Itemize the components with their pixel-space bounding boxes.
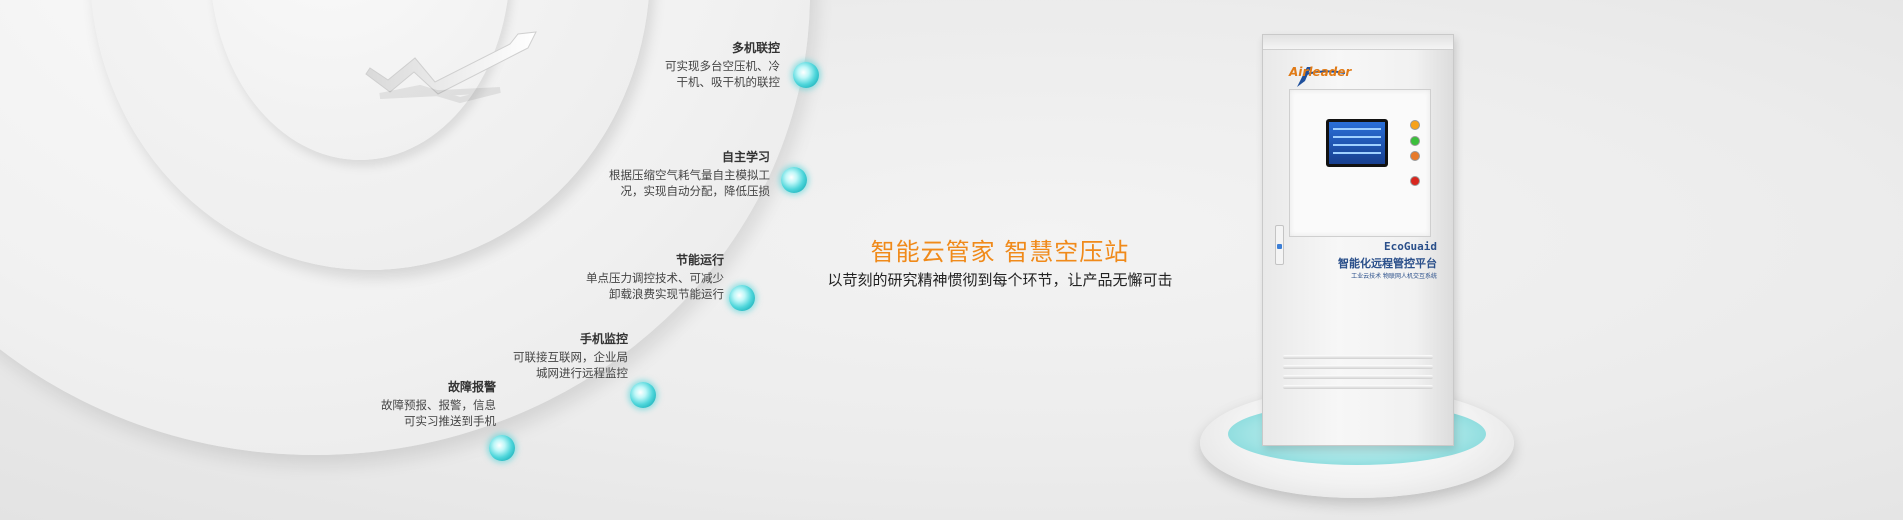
feature-title: 故障报警 [447, 380, 496, 394]
brand-name: Airleader [1289, 65, 1352, 79]
feature-desc-line1: 单点压力调控技术、可减少 [586, 271, 724, 285]
slogan-block: 智能云管家 智慧空压站 以苛刻的研究精神惯彻到每个环节，让产品无懈可击 [820, 232, 1180, 290]
feature-item-mobile-monitor: 手机监控 可联接互联网，企业局 城网进行远程监控 [408, 330, 628, 381]
slogan-headline: 智能云管家 智慧空压站 [870, 238, 1130, 266]
feature-marker-dot [781, 167, 807, 193]
feature-title: 手机监控 [579, 332, 628, 346]
feature-desc-line1: 故障预报、报警，信息 [381, 398, 496, 412]
control-cabinet: Airleader EcoGuaid 智能化远程管控平台 工业云技术 物联网人机… [1262, 34, 1454, 446]
feature-desc-line1: 可实现多台空压机、冷 [665, 59, 780, 73]
vent-slot [1283, 375, 1433, 379]
feature-item-multi-control: 多机联控 可实现多台空压机、冷 干机、吸干机的联控 [560, 39, 780, 90]
feature-item-self-learning: 自主学习 根据压缩空气耗气量自主模拟工 况，实现自动分配，降低压损 [550, 148, 770, 199]
feature-marker-dot [793, 62, 819, 88]
slogan-subline: 以苛刻的研究精神惯彻到每个环节，让产品无懈可击 [827, 271, 1173, 289]
feature-desc-line2: 况，实现自动分配，降低压损 [620, 184, 771, 198]
feature-marker-dot [729, 285, 755, 311]
feature-marker-dot [489, 435, 515, 461]
cabinet-top-cap [1263, 35, 1453, 50]
feature-marker-dot [630, 382, 656, 408]
cabinet-control-panel [1289, 89, 1431, 237]
feature-item-fault-alarm: 故障报警 故障预报、报警，信息 可实习推送到手机 [276, 378, 496, 429]
vent-slot [1283, 385, 1433, 389]
feature-title: 多机联控 [731, 41, 780, 55]
indicator-lamp-red [1410, 176, 1420, 186]
feature-title: 自主学习 [721, 150, 770, 164]
indicator-lamp-orange [1410, 120, 1420, 130]
vent-slot [1283, 355, 1433, 359]
feature-desc-line2: 卸载浪费实现节能运行 [609, 287, 724, 301]
indicator-lamp-green [1410, 136, 1420, 146]
feature-desc-line2: 城网进行远程监控 [536, 366, 628, 380]
feature-title: 节能运行 [675, 253, 724, 267]
vent-slot [1283, 365, 1433, 369]
touch-screen [1326, 119, 1388, 167]
feature-desc-line1: 可联接互联网，企业局 [513, 350, 628, 364]
feature-desc-line1: 根据压缩空气耗气量自主模拟工 [609, 168, 770, 182]
product-tagline: 工业云技术 物联网人机交互系统 [1351, 273, 1437, 280]
feature-item-energy-saving: 节能运行 单点压力调控技术、可减少 卸载浪费实现节能运行 [504, 251, 724, 302]
rising-arrow-icon [365, 31, 537, 104]
product-name-en: EcoGuaid [1384, 240, 1437, 253]
cabinet-door-handle [1275, 225, 1284, 265]
product-name-cn: 智能化远程管控平台 [1338, 257, 1437, 270]
airleader-logo-icon [1297, 67, 1346, 87]
feature-desc-line2: 干机、吸干机的联控 [676, 75, 781, 89]
indicator-lamp-amber [1410, 151, 1420, 161]
feature-desc-line2: 可实习推送到手机 [404, 414, 496, 428]
